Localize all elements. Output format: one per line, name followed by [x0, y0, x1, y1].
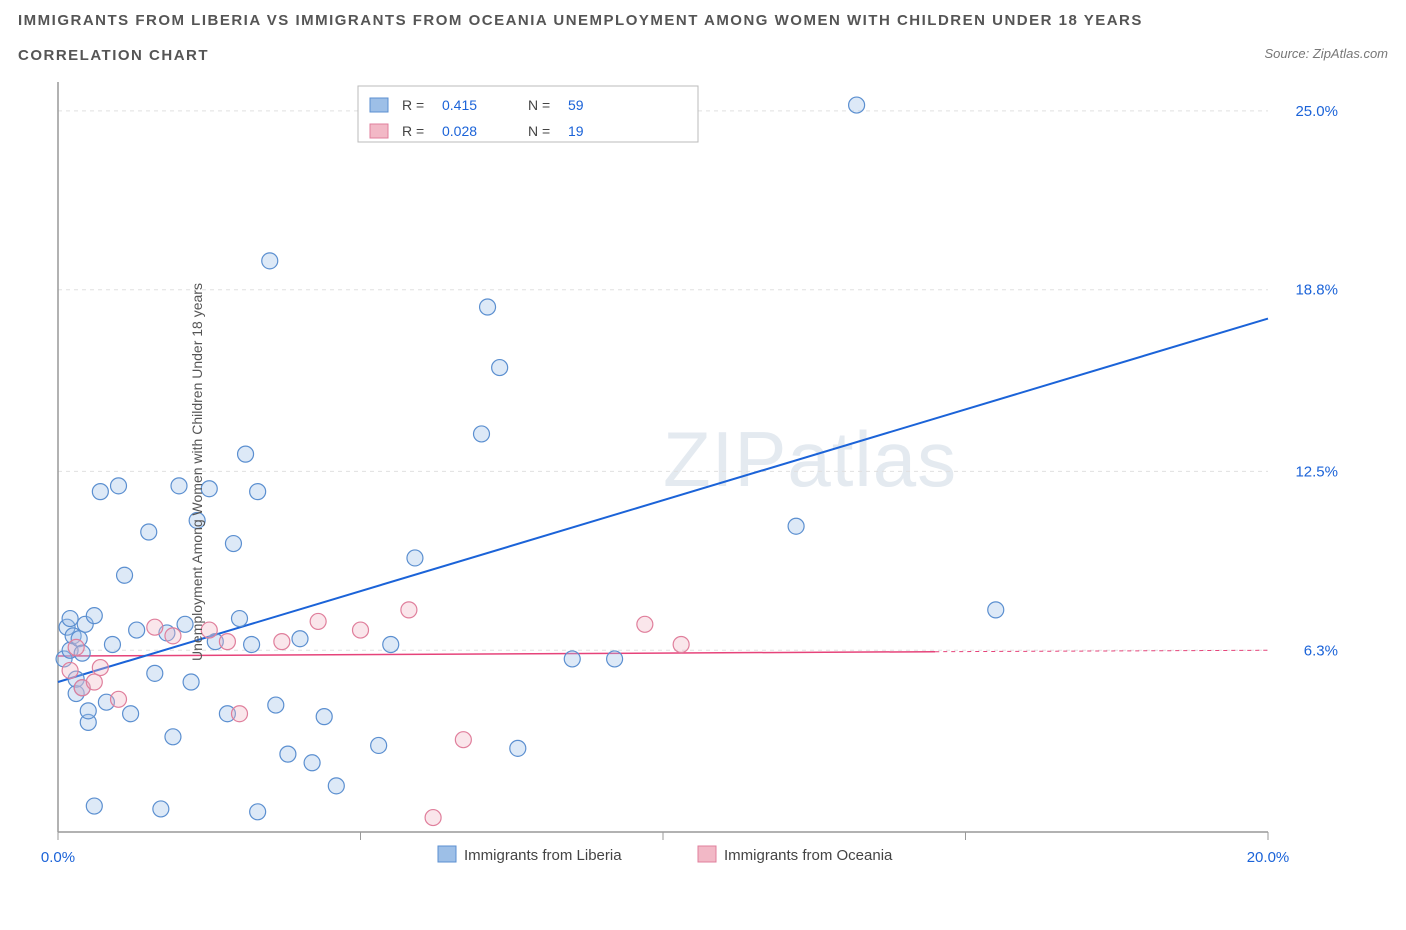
data-point: [129, 622, 145, 638]
data-point: [988, 602, 1004, 618]
stats-r-label: R =: [402, 97, 424, 113]
data-point: [62, 662, 78, 678]
data-point: [788, 518, 804, 534]
data-point: [371, 737, 387, 753]
chart-title-line2: Correlation Chart: [18, 47, 1388, 64]
y-tick-label: 25.0%: [1295, 103, 1338, 120]
data-point: [153, 801, 169, 817]
data-point: [425, 810, 441, 826]
legend-swatch: [438, 846, 456, 862]
data-point: [637, 616, 653, 632]
data-point: [86, 608, 102, 624]
data-point: [280, 746, 296, 762]
data-point: [510, 740, 526, 756]
stats-r-value: 0.028: [442, 123, 477, 139]
legend-label: Immigrants from Liberia: [464, 847, 622, 864]
data-point: [111, 691, 127, 707]
data-point: [86, 674, 102, 690]
data-point: [165, 628, 181, 644]
trend-line-liberia: [58, 319, 1268, 682]
data-point: [250, 484, 266, 500]
stats-swatch: [370, 124, 388, 138]
legend-swatch: [698, 846, 716, 862]
data-point: [268, 697, 284, 713]
data-point: [455, 732, 471, 748]
data-point: [86, 798, 102, 814]
data-point: [111, 478, 127, 494]
chart-svg: ZIPatlas 6.3% 12.5% 18.8% 25.0% 0.0% 20.0% R = 0…: [18, 72, 1348, 872]
data-point: [250, 804, 266, 820]
data-point: [316, 709, 332, 725]
x-tick-label: 0.0%: [41, 849, 75, 866]
data-point: [141, 524, 157, 540]
data-point: [244, 637, 260, 653]
data-point: [673, 637, 689, 653]
data-point: [104, 637, 120, 653]
data-point: [480, 299, 496, 315]
stats-swatch: [370, 98, 388, 112]
data-point: [68, 639, 84, 655]
data-point: [849, 97, 865, 113]
data-point: [401, 602, 417, 618]
source-label: Source: ZipAtlas.com: [1264, 46, 1388, 61]
data-point: [407, 550, 423, 566]
data-point: [92, 484, 108, 500]
data-point: [274, 634, 290, 650]
stats-n-value: 59: [568, 97, 584, 113]
data-point: [171, 478, 187, 494]
data-point: [310, 613, 326, 629]
data-point: [353, 622, 369, 638]
y-tick-label: 6.3%: [1304, 642, 1338, 659]
data-point: [232, 706, 248, 722]
data-point: [238, 446, 254, 462]
correlation-chart: Unemployment Among Women with Children U…: [18, 72, 1388, 872]
data-point: [117, 567, 133, 583]
data-point: [232, 611, 248, 627]
stats-n-label: N =: [528, 97, 550, 113]
y-tick-label: 18.8%: [1295, 282, 1338, 299]
data-point: [183, 674, 199, 690]
data-point: [225, 536, 241, 552]
data-point: [80, 703, 96, 719]
data-point: [123, 706, 139, 722]
chart-title-line1: Immigrants from Liberia vs Immigrants fr…: [18, 12, 1388, 29]
data-point: [304, 755, 320, 771]
data-point: [383, 637, 399, 653]
y-axis-label: Unemployment Among Women with Children U…: [189, 283, 205, 661]
stats-n-value: 19: [568, 123, 584, 139]
data-point: [292, 631, 308, 647]
data-point: [219, 634, 235, 650]
data-point: [328, 778, 344, 794]
stats-r-label: R =: [402, 123, 424, 139]
data-point: [147, 619, 163, 635]
data-point: [262, 253, 278, 269]
y-tick-label: 12.5%: [1295, 463, 1338, 480]
watermark: ZIPatlas: [663, 415, 957, 503]
data-point: [165, 729, 181, 745]
data-point: [62, 611, 78, 627]
data-point: [607, 651, 623, 667]
legend-label: Immigrants from Oceania: [724, 847, 893, 864]
data-point: [564, 651, 580, 667]
x-tick-label: 20.0%: [1247, 849, 1290, 866]
data-point: [92, 660, 108, 676]
stats-r-value: 0.415: [442, 97, 477, 113]
data-point: [147, 665, 163, 681]
data-point: [492, 360, 508, 376]
stats-n-label: N =: [528, 123, 550, 139]
data-point: [474, 426, 490, 442]
